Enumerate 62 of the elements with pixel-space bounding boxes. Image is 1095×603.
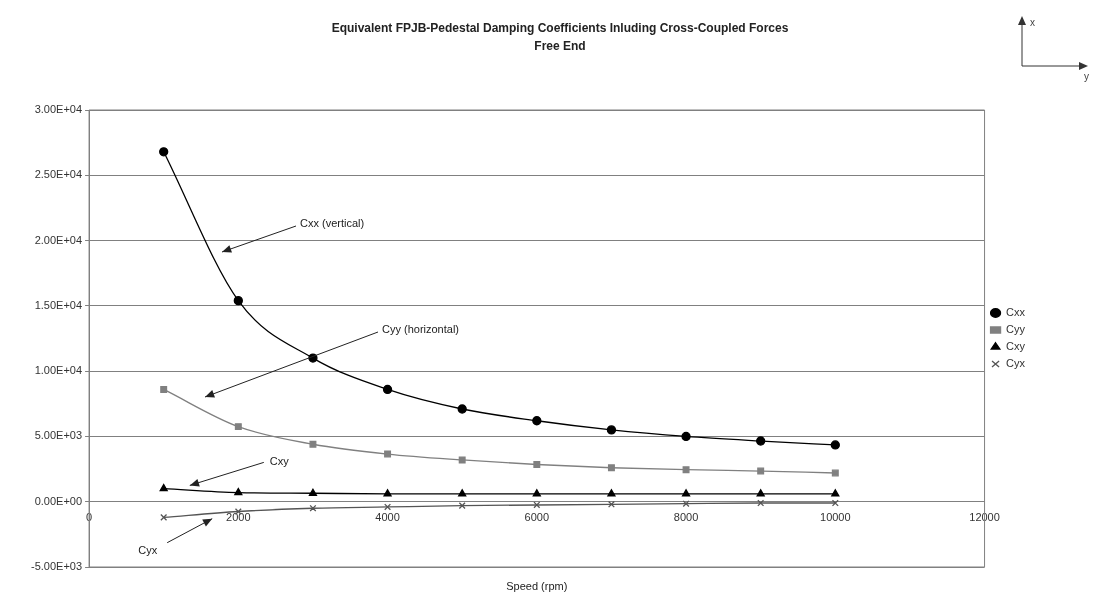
y-tick-label: 1.00E+04 xyxy=(34,364,83,377)
point xyxy=(159,147,169,157)
point xyxy=(309,504,317,512)
annotation: Cxy xyxy=(269,455,290,468)
legend-label: Cxy xyxy=(1006,340,1026,353)
point xyxy=(756,489,765,497)
point xyxy=(308,488,318,496)
point xyxy=(607,464,615,472)
legend-label: Cyx xyxy=(1006,357,1026,370)
annotation: Cxx (vertical) xyxy=(300,217,365,230)
x-tick-label: 2000 xyxy=(226,511,251,524)
y-tick-label: -5.00E+03 xyxy=(30,560,83,573)
point xyxy=(757,499,765,507)
point xyxy=(384,503,392,511)
x-axis-title: Speed (rpm) xyxy=(506,580,568,592)
point xyxy=(607,500,615,508)
point xyxy=(458,456,466,464)
y-tick-label: 0.00E+00 xyxy=(34,494,83,507)
point xyxy=(606,425,617,435)
point xyxy=(458,502,466,510)
point xyxy=(831,489,840,497)
annotation: Cyy (horizontal) xyxy=(382,323,460,336)
point xyxy=(233,295,243,306)
point xyxy=(533,461,541,468)
point xyxy=(533,501,541,509)
point xyxy=(160,385,168,393)
chart-subtitle: Free End xyxy=(534,39,586,53)
annotation: Cyx xyxy=(138,543,158,556)
x-tick-label: 6000 xyxy=(524,511,550,524)
point xyxy=(384,450,392,458)
point xyxy=(382,384,393,395)
legend-label: Cyy xyxy=(1006,323,1026,336)
point xyxy=(756,436,766,446)
point xyxy=(383,489,392,497)
point xyxy=(457,404,467,414)
x-tick-label: 4000 xyxy=(375,511,400,524)
text: x xyxy=(1030,17,1035,28)
y-tick-label: 5.00E+03 xyxy=(34,429,83,442)
text: y xyxy=(1084,71,1089,82)
point xyxy=(234,423,242,431)
legend-label: Cxx xyxy=(1006,306,1026,319)
point xyxy=(831,499,839,507)
point xyxy=(458,489,467,497)
chart-title: Equivalent FPJB-Pedestal Damping Coefficients Inluding Cross-Coupled Forces xyxy=(331,21,789,35)
point xyxy=(159,484,168,492)
x-tick-label: 8000 xyxy=(673,511,699,524)
point xyxy=(607,489,616,497)
point xyxy=(830,440,840,450)
y-tick-label: 2.00E+04 xyxy=(34,233,83,246)
point xyxy=(309,440,317,448)
point xyxy=(681,431,691,442)
y-tick-label: 3.00E+04 xyxy=(34,103,83,116)
point xyxy=(234,487,243,496)
x-tick-label: 10000 xyxy=(820,511,851,524)
point xyxy=(532,489,541,497)
y-tick-label: 2.50E+04 xyxy=(34,168,83,181)
point xyxy=(681,489,691,497)
y-tick-label: 1.50E+04 xyxy=(34,298,83,311)
point xyxy=(682,466,690,474)
point xyxy=(532,416,542,426)
point xyxy=(682,500,690,508)
point xyxy=(757,467,765,475)
